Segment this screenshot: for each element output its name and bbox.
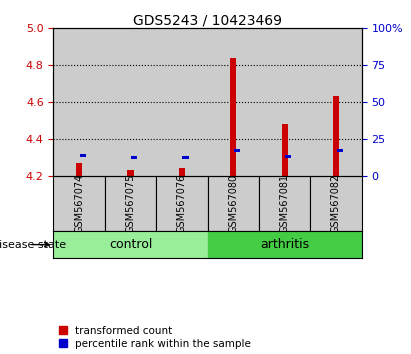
Text: GSM567076: GSM567076 <box>177 173 187 233</box>
Bar <box>310 28 362 176</box>
Bar <box>333 96 339 176</box>
Bar <box>337 149 343 152</box>
Bar <box>156 28 208 176</box>
Bar <box>179 168 185 176</box>
Bar <box>208 231 362 258</box>
Bar <box>131 156 137 159</box>
Bar <box>53 231 208 258</box>
Bar <box>285 155 291 158</box>
FancyBboxPatch shape <box>208 176 259 231</box>
Bar <box>53 28 105 176</box>
Bar <box>105 28 156 176</box>
FancyBboxPatch shape <box>310 176 362 231</box>
Text: arthritis: arthritis <box>260 238 309 251</box>
Bar <box>208 28 259 176</box>
Bar <box>234 149 240 152</box>
Text: GSM567075: GSM567075 <box>125 173 136 233</box>
Bar <box>127 170 134 176</box>
Bar <box>259 28 310 176</box>
Text: GSM567080: GSM567080 <box>228 173 238 233</box>
Bar <box>80 154 86 157</box>
Text: GSM567082: GSM567082 <box>331 173 341 233</box>
FancyBboxPatch shape <box>53 176 105 231</box>
Text: control: control <box>109 238 152 251</box>
FancyBboxPatch shape <box>105 176 156 231</box>
Bar <box>282 124 288 176</box>
Bar <box>230 58 236 176</box>
Legend: transformed count, percentile rank within the sample: transformed count, percentile rank withi… <box>59 326 251 349</box>
Bar <box>76 163 82 176</box>
FancyBboxPatch shape <box>156 176 208 231</box>
Title: GDS5243 / 10423469: GDS5243 / 10423469 <box>133 13 282 27</box>
FancyBboxPatch shape <box>259 176 310 231</box>
Bar <box>182 156 189 159</box>
Text: GSM567081: GSM567081 <box>279 173 290 233</box>
Text: disease state: disease state <box>0 240 66 250</box>
Text: GSM567074: GSM567074 <box>74 173 84 233</box>
